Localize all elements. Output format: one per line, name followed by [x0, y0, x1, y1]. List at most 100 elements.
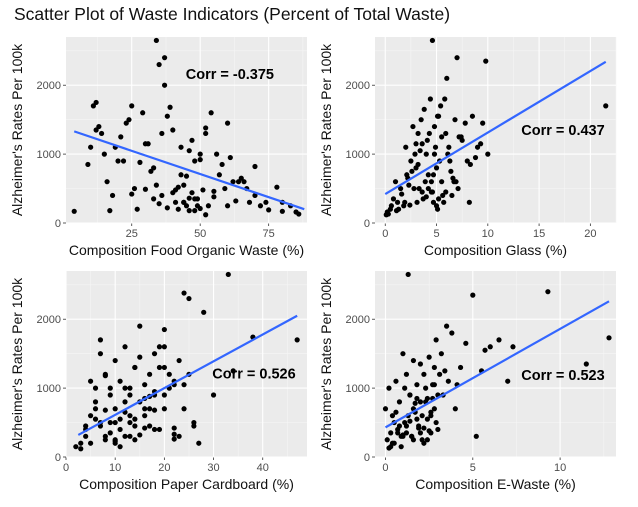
- data-point: [404, 172, 410, 178]
- data-point: [107, 392, 113, 398]
- data-point: [427, 96, 433, 102]
- data-point: [192, 196, 198, 202]
- data-point: [183, 173, 190, 179]
- data-point: [433, 203, 440, 209]
- data-point: [196, 440, 202, 446]
- data-point: [122, 399, 128, 405]
- data-point: [388, 444, 394, 450]
- data-point: [442, 368, 448, 374]
- data-point: [424, 437, 430, 443]
- data-point: [431, 364, 437, 371]
- trend-line: [73, 130, 305, 211]
- data-point: [142, 406, 148, 412]
- data-point: [151, 407, 158, 413]
- x-tick-label: 30: [207, 462, 219, 474]
- data-point: [104, 179, 110, 185]
- data-point: [434, 113, 441, 119]
- y-axis-label: Alzheimer's Rates Per 100k: [318, 277, 334, 450]
- data-point: [246, 199, 253, 205]
- x-axis-label: Composition E-Waste (%): [415, 476, 576, 492]
- data-point: [414, 199, 420, 205]
- data-point: [505, 378, 511, 384]
- data-point: [606, 335, 612, 341]
- data-point: [398, 444, 404, 450]
- data-point: [159, 192, 165, 199]
- data-point: [266, 207, 272, 213]
- data-point: [386, 385, 392, 391]
- data-point: [422, 179, 428, 185]
- data-point: [142, 425, 148, 431]
- data-point: [78, 446, 84, 452]
- data-point: [385, 211, 391, 217]
- data-point: [175, 206, 181, 212]
- y-tick-label: 0: [364, 452, 370, 464]
- data-point: [431, 123, 438, 130]
- data-point: [83, 433, 89, 439]
- data-point: [421, 371, 427, 377]
- data-point: [109, 192, 116, 199]
- data-point: [120, 158, 127, 164]
- data-point: [510, 344, 516, 350]
- data-point: [439, 179, 445, 185]
- data-point: [235, 179, 242, 185]
- y-tick-label: 0: [364, 218, 370, 230]
- data-point: [203, 212, 209, 218]
- data-point: [161, 55, 168, 61]
- correlation-label: Corr = 0.523: [521, 368, 604, 384]
- y-axis-label: Alzheimer's Rates Per 100k: [9, 43, 25, 216]
- data-point: [161, 364, 167, 371]
- scatter-panel-1: 25 50 75 0 1000 2000 Corr = -0.375 Composition …: [9, 37, 307, 258]
- data-point: [409, 433, 415, 439]
- y-tick-label: 2000: [37, 314, 61, 326]
- data-point: [263, 199, 269, 205]
- data-point: [396, 423, 403, 429]
- data-point: [159, 130, 165, 137]
- y-tick-label: 2000: [37, 80, 61, 92]
- data-point: [181, 182, 187, 188]
- correlation-label: Corr = 0.526: [212, 366, 295, 382]
- data-point: [203, 125, 209, 131]
- data-point: [425, 172, 431, 178]
- data-point: [156, 344, 163, 350]
- data-point: [429, 189, 436, 195]
- data-point: [405, 271, 411, 278]
- data-point: [480, 120, 486, 126]
- data-point: [431, 382, 437, 388]
- data-point: [419, 141, 425, 147]
- data-point: [430, 199, 437, 205]
- trend-line: [384, 60, 607, 196]
- data-point: [112, 419, 118, 426]
- data-point: [181, 406, 187, 412]
- data-point: [127, 392, 133, 398]
- x-tick-label: 10: [554, 462, 566, 474]
- data-point: [408, 158, 414, 164]
- data-point: [132, 416, 138, 422]
- data-point: [164, 205, 170, 211]
- data-point: [464, 158, 470, 164]
- data-point: [222, 185, 228, 192]
- data-point: [112, 357, 118, 364]
- data-point: [393, 378, 399, 384]
- data-point: [473, 433, 479, 439]
- data-point: [211, 188, 217, 194]
- data-point: [197, 205, 203, 212]
- data-point: [458, 134, 464, 140]
- data-point: [161, 344, 167, 350]
- data-point: [147, 371, 153, 377]
- data-point: [73, 444, 79, 450]
- y-tick-label: 0: [55, 452, 61, 464]
- data-point: [122, 385, 128, 391]
- data-point: [426, 354, 432, 360]
- data-point: [457, 364, 464, 371]
- x-tick-label: 50: [194, 228, 206, 240]
- data-point: [230, 179, 236, 185]
- data-point: [167, 104, 173, 110]
- data-point: [467, 161, 473, 168]
- data-point: [172, 199, 179, 205]
- data-point: [233, 198, 239, 204]
- data-point: [161, 82, 168, 88]
- data-point: [117, 416, 123, 422]
- data-point: [171, 436, 177, 442]
- data-point: [402, 199, 408, 205]
- data-point: [448, 168, 454, 174]
